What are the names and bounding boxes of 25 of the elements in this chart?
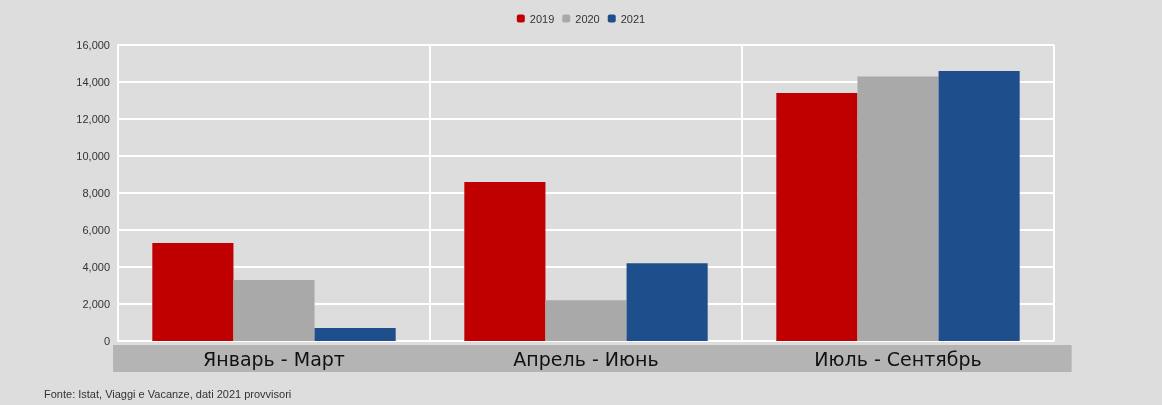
y-tick-label: 4,000: [82, 261, 110, 273]
source-note: Fonte: Istat, Viaggi e Vacanze, dati 2021 provvisori: [44, 387, 292, 400]
x-tick-label: Июль - Сентябрь: [814, 347, 982, 370]
y-tick-label: 0: [103, 335, 110, 347]
y-tick-label: 8,000: [82, 187, 110, 199]
y-tick-label: 6,000: [82, 224, 110, 236]
bar: [233, 279, 315, 341]
y-tick-label: 2,000: [82, 298, 110, 310]
y-tick-label: 14,000: [76, 76, 110, 88]
bar: [464, 181, 546, 341]
y-tick-label: 10,000: [76, 150, 110, 162]
legend-label: 2019: [529, 12, 555, 25]
bar: [314, 328, 396, 341]
x-tick-label: Январь - Март: [203, 347, 345, 370]
bar: [938, 70, 1020, 341]
x-tick-label: Апрель - Июнь: [513, 347, 659, 370]
y-tick-label: 12,000: [76, 113, 110, 125]
legend-label: 2020: [575, 12, 600, 25]
bar: [776, 93, 858, 341]
bar: [545, 300, 627, 341]
bar: [152, 242, 234, 341]
bar: [857, 76, 939, 341]
bar: [626, 263, 708, 341]
y-tick-label: 16,000: [76, 39, 110, 51]
legend-label: 2021: [620, 12, 646, 25]
